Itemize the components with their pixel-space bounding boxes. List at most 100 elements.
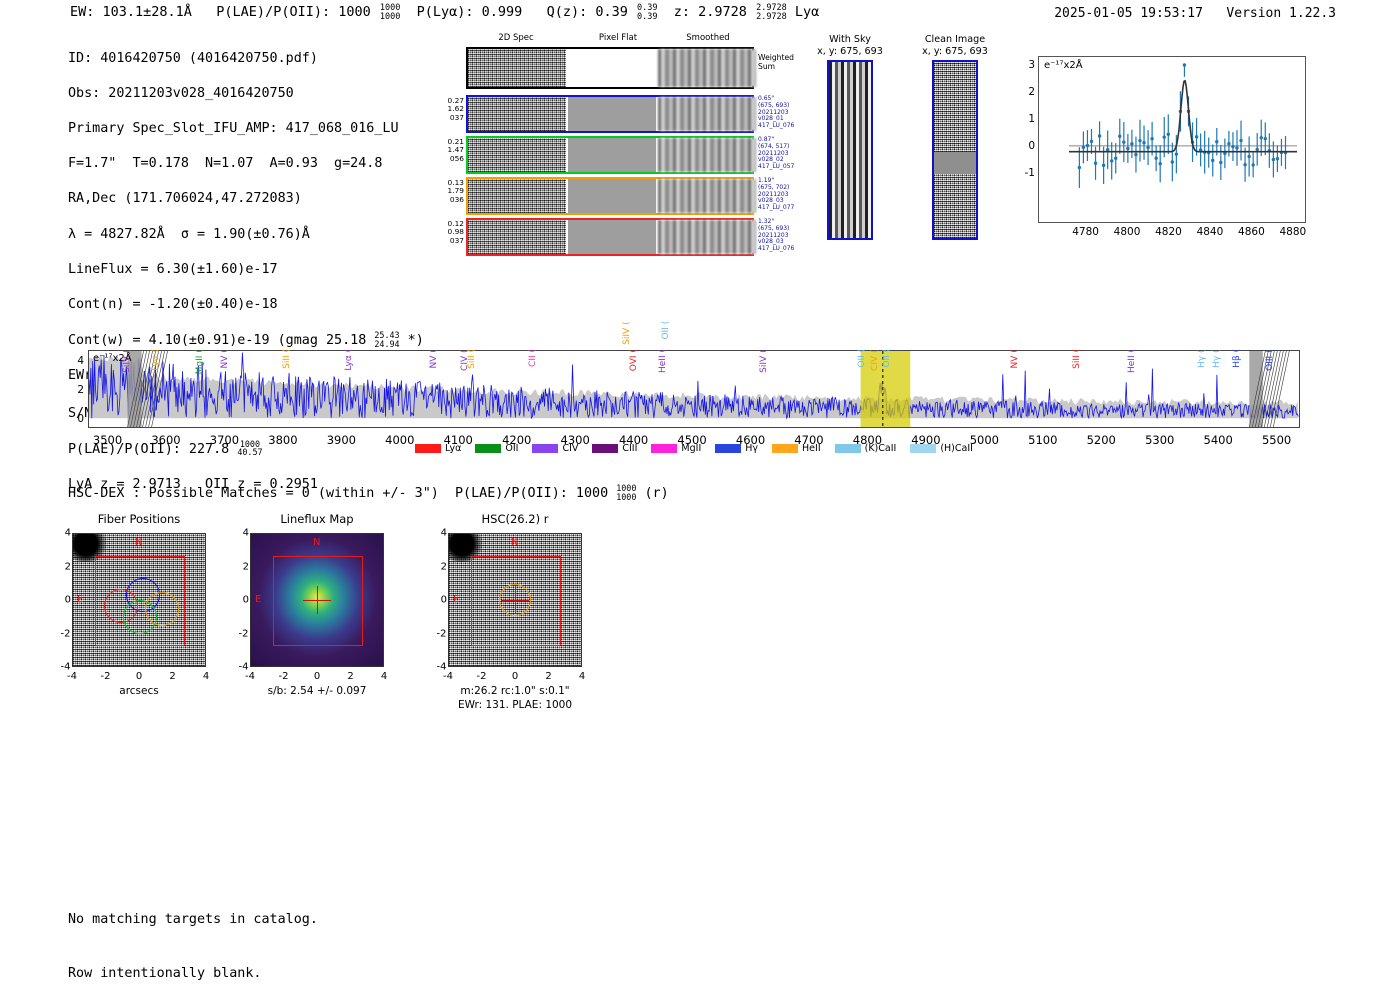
emission-line-label: SiIV (: [622, 321, 633, 345]
info-obs: Obs: 20211203v028_4016420750: [68, 85, 294, 101]
fiber-metadata: 1.19" (675, 702) 20211203 v028_03 417_LU…: [758, 177, 795, 212]
spec2d-fiber-row[interactable]: [466, 177, 756, 215]
cutout-with-sky-title: With Sky: [829, 34, 871, 45]
qz-fraction: 0.39 0.39: [637, 4, 657, 21]
emission-line-label: OII (: [857, 349, 868, 368]
plae-range: 1000 40.57: [237, 440, 262, 457]
emission-line-label: Hγ (: [1211, 349, 1222, 368]
spectrum-x-tick: 4800: [852, 433, 883, 447]
weighted-sum-label: Weighted Sum: [758, 53, 794, 71]
image-x-tick: -2: [278, 671, 289, 682]
spec2d-fiber-row[interactable]: [466, 136, 756, 174]
inset-y-tick: 3: [1028, 59, 1035, 71]
spectrum-x-tick: 3800: [268, 433, 298, 447]
spec2d-fiber-row[interactable]: [466, 218, 756, 256]
legend-swatch: [592, 444, 619, 453]
emission-line-label: SiII (: [281, 349, 292, 369]
legend-item: MgII: [651, 443, 701, 454]
image-y-tick: 0: [64, 594, 72, 606]
legend-swatch: [772, 444, 799, 453]
legend-swatch: [475, 444, 502, 453]
image-panel-title: Fiber Positions: [97, 512, 181, 526]
fiber-stat-value: 037: [449, 235, 464, 245]
qz-denominator: 0.39: [637, 11, 658, 22]
hsc-line-post: (r): [636, 486, 669, 502]
fiber-2dspec: [468, 138, 566, 172]
emission-line-label: Hγ (: [1197, 349, 1208, 368]
image-x-tick: -4: [245, 671, 255, 682]
fiber-aperture-circle: [145, 592, 179, 626]
spectrum-x-tick: 4400: [618, 433, 649, 447]
image-panel-caption: s/b: 2.54 +/- 0.097: [267, 685, 367, 697]
legend-swatch: [834, 444, 861, 453]
header-summary: EW: 103.1±28.1Å P(LAE)/P(OII): 1000 1000…: [70, 4, 819, 21]
image-x-tick: 0: [135, 671, 143, 682]
emission-line-label: OII (: [660, 321, 671, 340]
info-plae-pre: P(LAE)/P(OII): 227.8: [68, 441, 238, 457]
emission-line-label: NV (: [1010, 349, 1021, 369]
spec2d-weighted-sum-row[interactable]: [466, 47, 756, 89]
line-fit-chart: e⁻¹⁷x2Å 3 2 1 0 -1 4780 4800 4820 4840 4860 4880: [1025, 56, 1306, 238]
emission-line-label: OIII (: [1264, 349, 1275, 371]
footer-line-2: Row intentionally blank.: [68, 966, 262, 981]
info-redshifts: LyA z = 2.9713 OII z = 0.2951: [68, 476, 318, 492]
legend-item: CIV: [532, 443, 578, 454]
image-y-tick: 0: [242, 594, 250, 606]
inset-y-tick: 2: [1028, 85, 1035, 98]
image-panel-title: Lineflux Map: [280, 512, 354, 526]
fiber-stat-value: 1.79: [447, 186, 464, 196]
aperture-box: [273, 556, 363, 646]
compass-north-label: N: [313, 537, 321, 548]
fiber-stat-value: 037: [449, 112, 464, 122]
cutout-clean-title: Clean Image: [924, 34, 986, 45]
fiber-smoothed: [658, 179, 756, 213]
info-cont-w: Cont(w) = 4.10(±0.91)e-19 (gmag 25.18 25…: [68, 331, 424, 350]
hsc-line-pre: HSC-DEX : Possible Matches = 0 (within +…: [68, 486, 617, 502]
emission-line-label: SiIV (: [122, 349, 133, 373]
image-x-tick: -2: [476, 671, 487, 682]
legend-swatch: [651, 444, 678, 453]
image-y-tick: -4: [238, 661, 249, 673]
spec2d-column-title-2: Smoothed: [686, 33, 730, 43]
header-summary-part3: z: 2.9728: [657, 4, 756, 20]
fiber-smoothed: [658, 138, 756, 172]
spectrum-x-tick: 4900: [911, 433, 941, 447]
image-x-tick: 2: [545, 671, 552, 682]
spectrum-x-tick: 4300: [560, 433, 590, 447]
spec2d-fiber-row[interactable]: [466, 95, 756, 133]
inset-x-tick: 4800: [1113, 226, 1141, 238]
image-panel-caption-secondary: EWr: 131. PLAE: 1000: [457, 699, 573, 711]
spec2d-column-title-0: 2D Spec: [498, 33, 534, 43]
info-seeing: F=1.7" T=0.178 N=1.07 A=0.93 g=24.8: [68, 156, 383, 172]
z-lower: 2.9728: [756, 11, 787, 22]
cutout-with-sky-image[interactable]: [827, 60, 873, 240]
emission-line-label: HeII (: [658, 349, 669, 373]
cutout-clean-image[interactable]: [932, 60, 978, 240]
z-fraction: 2.9728 2.9728: [756, 4, 787, 21]
image-x-tick: 2: [169, 671, 176, 682]
hsc-plae-lo: 1000: [616, 491, 637, 502]
fiber-pixelflat: [568, 138, 656, 172]
image-y-tick: 4: [64, 527, 72, 539]
fiber-metadata: 1.32" (675, 693) 20211203 v028_03 417_LU…: [758, 218, 795, 253]
emission-line-label: Hβ (: [1232, 349, 1243, 368]
fiber-stat-value: 036: [449, 194, 464, 204]
legend-swatch: [415, 444, 442, 453]
header-summary-part4: Lyα: [786, 4, 820, 20]
spectrum-x-tick: 4000: [385, 433, 415, 447]
info-cont-n: Cont(n) = -1.20(±0.40)e-18: [68, 296, 278, 312]
spectrum-x-tick: 4100: [443, 433, 473, 447]
inset-x-tick: 4820: [1155, 226, 1182, 238]
emission-line-label: NV (: [219, 349, 230, 369]
info-cont-w-post: *): [399, 333, 424, 349]
info-lambda: λ = 4827.82Å σ = 1.90(±0.76)Å: [68, 226, 310, 242]
footer-note: No matching targets in catalog. Row inte…: [68, 875, 318, 1001]
spectrum-x-tick: 5300: [1145, 433, 1175, 447]
weighted-sum-2dspec: [468, 49, 566, 87]
compass-east-label: E: [255, 594, 262, 605]
header-summary-part2: P(Lyα): 0.999 Q(z): 0.39: [400, 4, 637, 20]
z-upper: 2.9728: [756, 3, 787, 14]
